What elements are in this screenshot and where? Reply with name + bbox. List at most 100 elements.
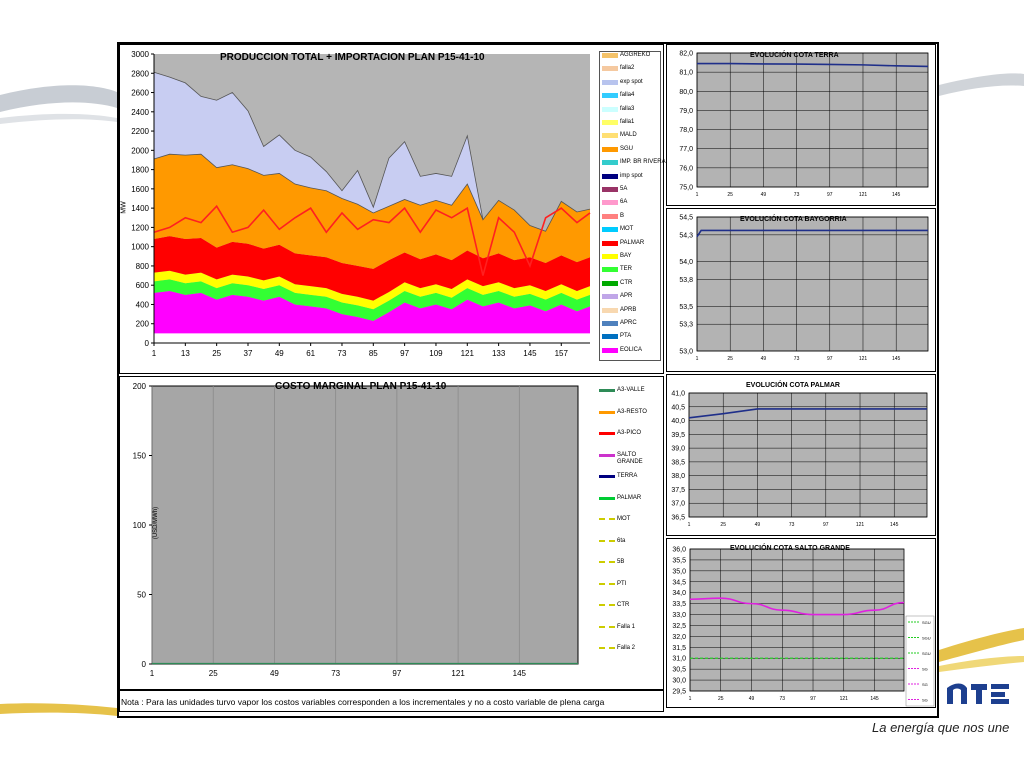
y-tick-label: 41,0 bbox=[671, 391, 685, 398]
series-line bbox=[689, 597, 905, 616]
x-tick-label: 25 bbox=[718, 696, 724, 702]
y-tick-label: 38,5 bbox=[671, 459, 685, 466]
legend-label: AGGREKO bbox=[620, 52, 651, 58]
y-tick-label: 36,0 bbox=[672, 547, 686, 554]
x-tick-label: 145 bbox=[892, 356, 901, 362]
legend-label: EOLICA bbox=[620, 346, 643, 353]
y-tick-label: 40,5 bbox=[671, 404, 685, 411]
produccion-legend: AGGREKO falla2 exp spot falla4 falla3 falla1 M… bbox=[599, 51, 666, 361]
legend-label: SG bbox=[922, 667, 928, 672]
area-palmar bbox=[154, 236, 590, 301]
legend-label: SGU bbox=[922, 620, 931, 625]
x-tick-label: 157 bbox=[555, 349, 569, 358]
y-tick-label: 1200 bbox=[131, 223, 149, 232]
legend-swatch bbox=[599, 518, 615, 520]
legend-swatch bbox=[602, 334, 618, 340]
x-tick-label: 49 bbox=[270, 669, 279, 678]
area-ter bbox=[154, 279, 590, 321]
y-tick-label: 0 bbox=[142, 660, 147, 669]
legend-label: APRC bbox=[620, 320, 637, 326]
produccion-ylabel: MW bbox=[120, 201, 128, 214]
x-tick-label: 73 bbox=[794, 356, 800, 362]
legend-label: falla1 bbox=[620, 119, 635, 125]
x-tick-label: 121 bbox=[859, 192, 868, 198]
x-tick-label: 61 bbox=[306, 349, 315, 358]
legend-label: 6ta bbox=[617, 537, 626, 544]
x-tick-label: 49 bbox=[755, 522, 761, 528]
y-tick-label: 2800 bbox=[131, 69, 149, 78]
legend-swatch bbox=[599, 539, 615, 542]
y-tick-label: 1800 bbox=[131, 166, 149, 175]
y-tick-label: 39,0 bbox=[671, 446, 685, 453]
y-tick-label: 82,0 bbox=[679, 51, 693, 58]
y-tick-label: 0 bbox=[145, 339, 150, 348]
costo-chart: 1 25 49 73 97 121 145 0 50 100 150 200 bbox=[133, 382, 579, 678]
y-tick-label: 40,0 bbox=[671, 418, 685, 425]
x-tick-label: 13 bbox=[181, 349, 190, 358]
y-tick-label: 53,8 bbox=[679, 277, 693, 284]
x-tick-label: 145 bbox=[523, 349, 537, 358]
baygorria-title: EVOLUCIÓN COTA BAYGORRIA bbox=[740, 216, 847, 223]
y-tick-label: 32,5 bbox=[672, 623, 686, 630]
legend-label: falla3 bbox=[620, 105, 635, 112]
terra-title: EVOLUCIÓN COTA TERRA bbox=[750, 52, 839, 59]
legend-swatch bbox=[599, 561, 615, 563]
y-tick-label: 3000 bbox=[131, 50, 149, 59]
x-tick-label: 121 bbox=[859, 356, 868, 362]
x-tick-label: 73 bbox=[789, 522, 795, 528]
legend-label: PTI bbox=[617, 580, 627, 587]
y-tick-label: 31,0 bbox=[672, 656, 686, 663]
x-tick-label: 145 bbox=[890, 522, 899, 528]
area-bay bbox=[154, 270, 590, 310]
legend-label: TERRA bbox=[617, 473, 638, 479]
legend-swatch bbox=[602, 79, 618, 85]
y-tick-label: 81,0 bbox=[679, 70, 693, 77]
ute-logo bbox=[945, 680, 1011, 710]
baygorria-chart: 53,0 53,3 53,5 53,8 54,0 54,3 54,5 1 25 49 73 97 121… bbox=[679, 215, 929, 362]
legend-swatch bbox=[602, 160, 618, 166]
legend-label: PTA bbox=[620, 333, 632, 340]
legend-swatch bbox=[599, 453, 615, 457]
x-tick-label: 1 bbox=[688, 522, 691, 528]
legend-label: MALD bbox=[620, 132, 637, 139]
plot-area bbox=[696, 216, 929, 352]
legend-label: SGU bbox=[922, 651, 931, 656]
legend-label: BAY bbox=[620, 253, 632, 259]
note-panel bbox=[119, 690, 664, 712]
legend-swatch bbox=[599, 582, 615, 585]
legend-label: exp spot bbox=[620, 78, 643, 85]
x-tick-label: 1 bbox=[150, 669, 155, 678]
y-tick-label: 53,3 bbox=[679, 322, 693, 329]
legend-swatch bbox=[602, 267, 618, 273]
legend-swatch bbox=[602, 321, 618, 326]
x-tick-label: 1 bbox=[696, 192, 699, 198]
y-tick-label: 800 bbox=[136, 262, 150, 271]
y-tick-label: 600 bbox=[136, 281, 150, 290]
y-tick-label: 37,5 bbox=[671, 487, 685, 494]
x-tick-label: 121 bbox=[840, 696, 849, 702]
produccion-title: PRODUCCION TOTAL + IMPORTACION PLAN P15-… bbox=[220, 52, 485, 63]
plot-area bbox=[689, 548, 905, 692]
y-tick-label: 36,5 bbox=[671, 515, 685, 522]
series-line bbox=[688, 408, 927, 419]
legend-swatch bbox=[602, 133, 618, 139]
y-tick-label: 400 bbox=[136, 300, 150, 309]
x-tick-label: 1 bbox=[696, 356, 699, 362]
costo-ylabel: (USD/MWh) bbox=[153, 506, 160, 540]
x-tick-label: 49 bbox=[761, 356, 767, 362]
x-tick-label: 97 bbox=[827, 356, 833, 362]
y-tick-label: 1600 bbox=[131, 185, 149, 194]
legend-swatch bbox=[602, 213, 618, 219]
legend-label: Falla 1 bbox=[617, 623, 636, 630]
legend-swatch bbox=[602, 280, 618, 286]
y-tick-label: 39,5 bbox=[671, 432, 685, 439]
legend-label: A3-VALLE bbox=[617, 387, 645, 393]
y-tick-label: 77,0 bbox=[679, 146, 693, 153]
brand-slogan: La energía que nos une bbox=[872, 720, 1010, 735]
x-tick-label: 109 bbox=[429, 349, 443, 358]
plot-area bbox=[696, 52, 929, 188]
legend-swatch bbox=[599, 647, 615, 649]
legend-swatch bbox=[599, 389, 615, 392]
x-tick-label: 121 bbox=[461, 349, 475, 358]
